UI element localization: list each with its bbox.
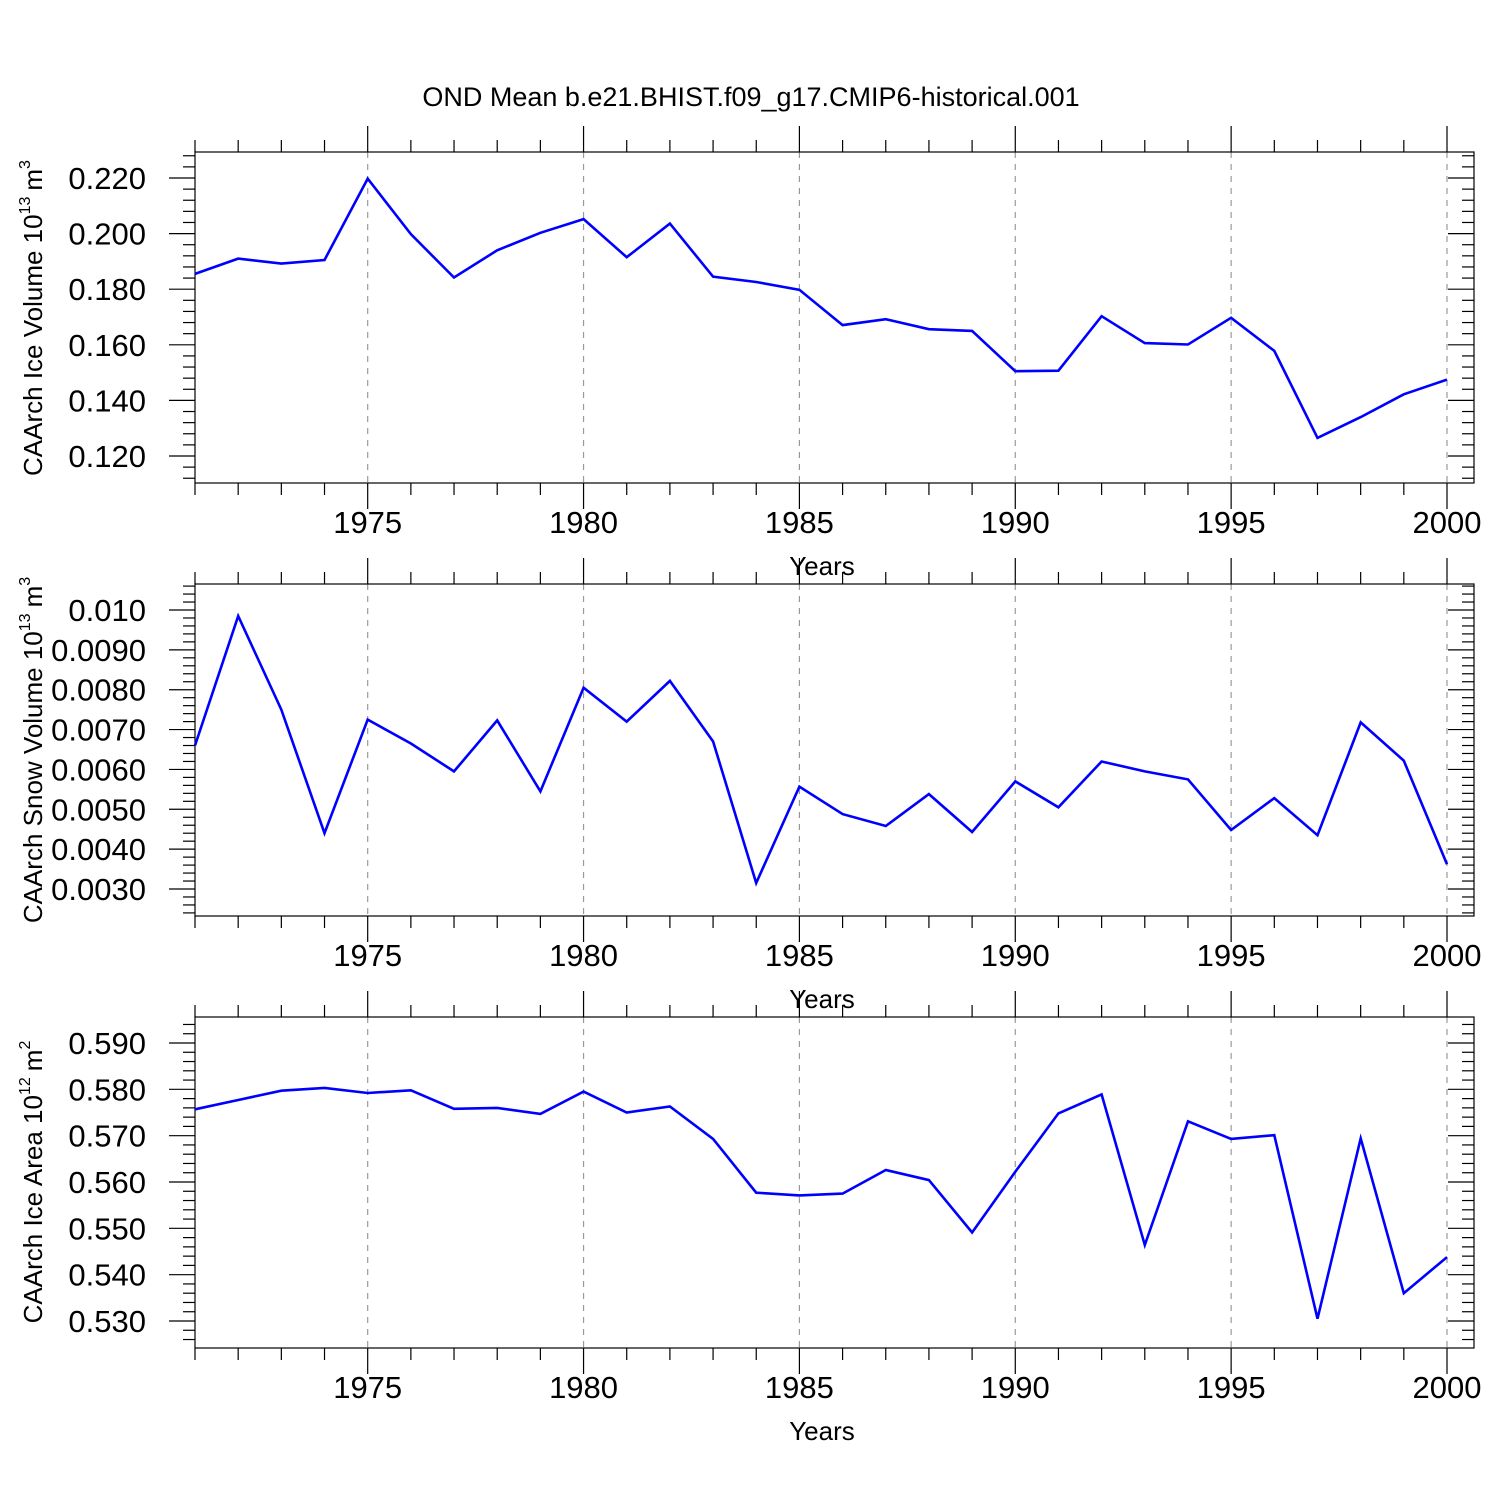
x-tick-label: 1995 [1197, 938, 1266, 973]
x-tick-label: 1990 [981, 1370, 1050, 1405]
y-axis-title-text: CAArch Ice Volume 10 [18, 214, 48, 476]
y-tick-label: 0.200 [68, 217, 146, 252]
y-axis-title-text: CAArch Ice Area 10 [18, 1095, 48, 1323]
panels: 1975 1980 1985 1990 1995 2000 Years 0.120 0.140 0… [17, 126, 1481, 1446]
x-tick-label: 1980 [549, 1370, 618, 1405]
x-tick-label: 1995 [1197, 505, 1266, 540]
y-tick-label: 0.540 [68, 1258, 146, 1293]
panel-2: 1975 1980 1985 1990 1995 2000 Years 0.0030 0.004… [17, 558, 1481, 1014]
x-tick-label: 1985 [765, 1370, 834, 1405]
y-tick-label: 0.120 [68, 439, 146, 474]
y-axis-title-unit: m [18, 586, 48, 608]
y-tick-label: 0.160 [68, 328, 146, 363]
series-line [194, 176, 1448, 440]
y-tick-label: 0.010 [68, 593, 146, 628]
y-axis-title: CAArch Snow Volume 1013 m3 [17, 577, 48, 923]
x-tick-label: 1985 [765, 505, 834, 540]
chart-title: OND Mean b.e21.BHIST.f09_g17.CMIP6-histo… [422, 82, 1079, 112]
y-axis-title-unit: m [18, 169, 48, 191]
x-axis-title: Years [789, 551, 855, 581]
y-tick-label: 0.0080 [51, 673, 146, 708]
y-tick-label: 0.180 [68, 272, 146, 307]
x-tick-label: 1980 [549, 938, 618, 973]
y-tick-label: 0.560 [68, 1165, 146, 1200]
series-line [194, 1086, 1448, 1320]
y-axis-title-unit-exponent: 3 [17, 577, 34, 586]
x-tick-label: 2000 [1413, 938, 1482, 973]
x-tick-label: 1985 [765, 938, 834, 973]
y-tick-label: 0.530 [68, 1304, 146, 1339]
x-tick-label: 1995 [1197, 1370, 1266, 1405]
y-tick-label: 0.0030 [51, 872, 146, 907]
series-line [193, 612, 1449, 887]
x-tick-label: 1975 [333, 938, 402, 973]
y-axis-title-exponent: 13 [17, 197, 34, 215]
panel-1: 1975 1980 1985 1990 1995 2000 Years 0.120 0.140 0… [17, 126, 1481, 581]
x-tick-label: 1980 [549, 505, 618, 540]
y-axis-title-exponent: 13 [17, 613, 34, 631]
x-axis-title: Years [789, 1416, 855, 1446]
panel-3: 1975 1980 1985 1990 1995 2000 Years 0.530 0.540 0… [17, 991, 1481, 1446]
y-axis-title-exponent: 12 [17, 1077, 34, 1095]
x-tick-label: 1975 [333, 1370, 402, 1405]
y-tick-label: 0.140 [68, 383, 146, 418]
y-tick-label: 0.580 [68, 1072, 146, 1107]
y-axis-title: CAArch Ice Volume 1013 m3 [17, 160, 48, 476]
x-tick-label: 1990 [981, 505, 1050, 540]
x-tick-label: 2000 [1413, 1370, 1482, 1405]
plot-frame [194, 583, 1475, 917]
y-axis-title-unit-exponent: 2 [17, 1041, 34, 1050]
plot-frame [194, 151, 1475, 484]
y-tick-label: 0.590 [68, 1026, 146, 1061]
x-tick-label: 1990 [981, 938, 1050, 973]
y-axis-title-unit: m [18, 1050, 48, 1072]
y-tick-label: 0.0070 [51, 713, 146, 748]
y-axis-title-unit-exponent: 3 [17, 160, 34, 169]
x-tick-label: 2000 [1413, 505, 1482, 540]
y-tick-label: 0.0060 [51, 752, 146, 787]
x-axis-title: Years [789, 984, 855, 1014]
y-tick-label: 0.0050 [51, 792, 146, 827]
y-tick-label: 0.220 [68, 161, 146, 196]
y-axis-title: CAArch Ice Area 1012 m2 [17, 1041, 48, 1324]
y-tick-label: 0.570 [68, 1119, 146, 1154]
plot-frame [194, 1016, 1475, 1349]
y-tick-label: 0.550 [68, 1211, 146, 1246]
y-axis-title-text: CAArch Snow Volume 10 [18, 631, 48, 923]
y-tick-label: 0.0090 [51, 633, 146, 668]
x-tick-label: 1975 [333, 505, 402, 540]
y-tick-label: 0.0040 [51, 832, 146, 867]
